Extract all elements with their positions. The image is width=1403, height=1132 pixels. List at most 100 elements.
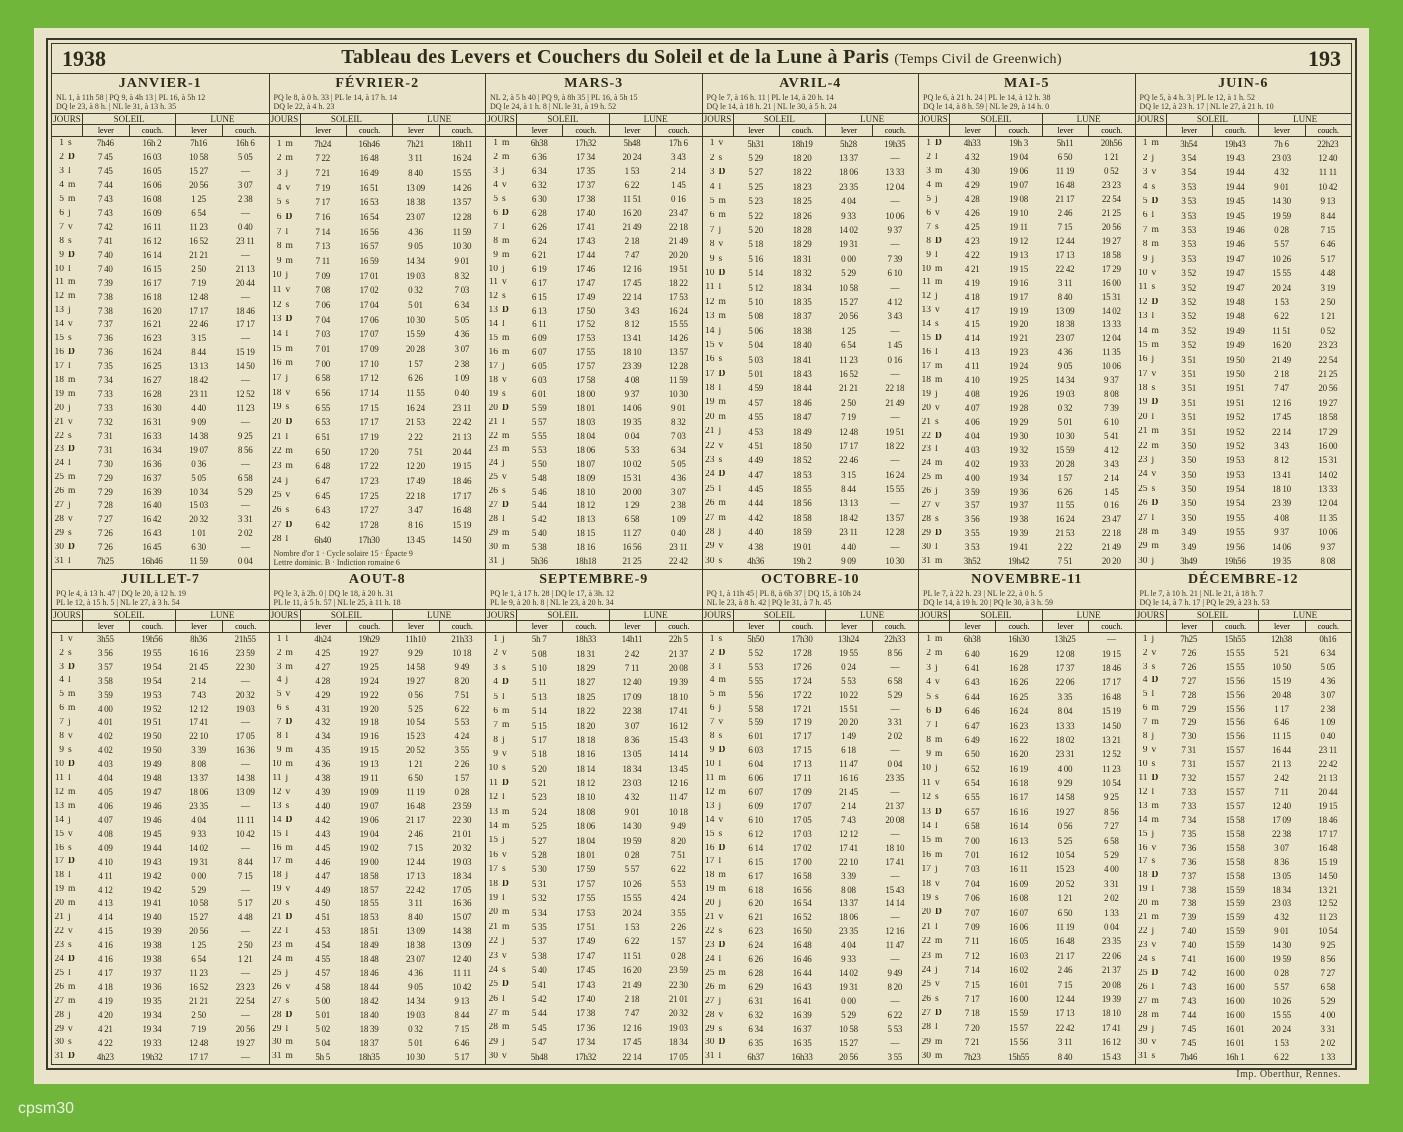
sun-set: 17 24 <box>779 677 825 686</box>
day-letter: m <box>500 543 516 553</box>
sun-rise: 3 56 <box>82 649 129 658</box>
day-number: 14 <box>486 320 500 330</box>
day-letter: m <box>717 885 733 895</box>
sun-set: 16 58 <box>779 872 825 881</box>
sun-rise: 7 36 <box>82 348 129 357</box>
moon-set: 16 48 <box>1088 693 1134 702</box>
day-letter: D <box>284 521 300 531</box>
day-letter: s <box>933 894 949 904</box>
day-row: 14j5 0618 381 25— <box>703 324 919 338</box>
col-lune-couch: couch. <box>222 621 269 632</box>
day-row: 22v4 1519 3920 56— <box>52 925 269 939</box>
month-header: FÉVRIER-2 <box>270 74 486 92</box>
moon-set: 21 49 <box>872 399 918 408</box>
moon-set: — <box>222 1011 269 1020</box>
moon-rise: 13 41 <box>1258 471 1304 480</box>
sun-set: 17h30 <box>779 635 825 644</box>
moon-set: 3 31 <box>222 515 269 524</box>
day-row: 12D3 5219 481 532 50 <box>1136 295 1352 309</box>
moon-set: 22 18 <box>655 223 701 232</box>
day-row: 30s4h3619h 29 0910 30 <box>703 554 919 568</box>
sun-set: 16 35 <box>779 1039 825 1048</box>
day-letter: m <box>717 514 733 524</box>
moon-rise: 19 03 <box>392 272 438 281</box>
moon-rise: 1 53 <box>609 167 655 176</box>
day-letter: j <box>933 966 949 976</box>
moon-set: — <box>872 955 918 964</box>
sun-rise: 3h49 <box>1166 557 1212 566</box>
moon-set: 13 45 <box>655 765 701 774</box>
sun-rise: 4 07 <box>82 816 129 825</box>
day-letter: D <box>500 501 516 511</box>
sun-rise: 7 11 <box>949 937 995 946</box>
sun-set: 19 54 <box>1212 485 1258 494</box>
day-row: 20m7 3815 5923 0312 52 <box>1136 897 1352 911</box>
day-number: 23 <box>52 941 66 951</box>
day-number: 11 <box>919 779 933 789</box>
day-row: 19s6 5517 1516 2423 11 <box>270 401 486 416</box>
column-headers: JOURSSOLEILLUNE <box>919 113 1135 125</box>
sun-rise: 3 53 <box>1166 183 1212 192</box>
sun-rise: 7 43 <box>82 195 129 204</box>
moon-set: 20 56 <box>222 1025 269 1034</box>
sun-set: 19h42 <box>995 557 1041 566</box>
day-letter: l <box>500 320 516 330</box>
sun-rise: 4 46 <box>300 858 346 867</box>
moon-rise: 21 17 <box>1042 195 1088 204</box>
day-number: 7 <box>703 226 717 236</box>
sun-set: 16 16 <box>995 808 1041 817</box>
day-letter: l <box>717 857 733 867</box>
sun-set: 16 56 <box>346 228 392 237</box>
moon-set: — <box>222 376 269 385</box>
moon-rise: 4 32 <box>609 793 655 802</box>
sun-set: 19 55 <box>1212 528 1258 537</box>
sun-rise: 5h31 <box>733 140 779 149</box>
sun-set: 18 20 <box>562 722 608 731</box>
moon-rise: 19 59 <box>1258 955 1304 964</box>
moon-set: 19 03 <box>439 858 485 867</box>
day-letter: m <box>284 955 300 965</box>
sun-rise: 5 52 <box>733 649 779 658</box>
sun-rise: 6h38 <box>516 139 562 148</box>
sun-set: 18 01 <box>562 851 608 860</box>
moon-set: 6 34 <box>439 301 485 310</box>
sun-rise: 3 54 <box>1166 154 1212 163</box>
moon-set: 2 50 <box>1305 298 1351 307</box>
sun-set: 18 51 <box>346 927 392 936</box>
sun-set: 17 02 <box>346 286 392 295</box>
day-letter: D <box>66 955 82 965</box>
moon-rise: 14 02 <box>175 844 222 853</box>
day-letter: m <box>933 937 949 947</box>
sun-set: 16 18 <box>995 779 1041 788</box>
day-row: 3l7 4516 0515 27— <box>52 165 269 179</box>
day-row: 31D4h2319h3217 17— <box>52 1050 269 1064</box>
moon-rise: 1 21 <box>1042 894 1088 903</box>
sun-rise: 7 26 <box>1166 663 1212 672</box>
day-number: 6 <box>703 211 717 221</box>
col-soleil-lever: lever <box>516 621 562 632</box>
sun-set: 17 57 <box>562 362 608 371</box>
day-letter: m <box>1150 997 1166 1007</box>
moon-rise: 12 44 <box>1042 237 1088 246</box>
month-block: AVRIL-4PQ le 7, à 16 h. 11 | PL le 14, à… <box>702 73 919 569</box>
sun-set: 15 59 <box>995 1009 1041 1018</box>
moon-set: 1 33 <box>1305 1053 1351 1062</box>
sun-rise: 3 50 <box>1166 485 1212 494</box>
sun-set: 15 57 <box>995 1024 1041 1033</box>
day-letter: l <box>284 732 300 742</box>
sun-rise: 4 29 <box>949 181 995 190</box>
sun-rise: 5 25 <box>733 183 779 192</box>
day-letter: D <box>66 857 82 867</box>
day-number: 21 <box>1136 913 1150 923</box>
moon-rise: 21 21 <box>175 997 222 1006</box>
moon-rise: 10 58 <box>175 153 222 162</box>
moon-set: 23 23 <box>1088 181 1134 190</box>
day-row: 4v6 4316 2622 0617 17 <box>919 676 1135 690</box>
day-number: 27 <box>919 501 933 511</box>
day-number: 5 <box>486 195 500 205</box>
day-letter: j <box>66 718 82 728</box>
sun-set: 18 41 <box>779 356 825 365</box>
sun-set: 18 20 <box>779 154 825 163</box>
day-number: 8 <box>270 242 284 252</box>
days-body: 1m6h3817h325h4817h 62m6 3617 3420 243 43… <box>486 137 702 569</box>
